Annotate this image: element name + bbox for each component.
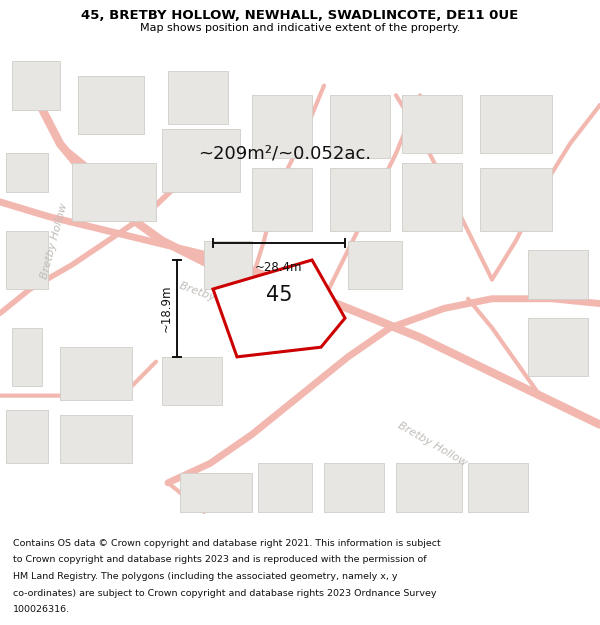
- Polygon shape: [162, 129, 240, 192]
- Polygon shape: [252, 168, 312, 231]
- Text: Bretby Hollow: Bretby Hollow: [396, 420, 468, 468]
- Text: 45: 45: [266, 285, 292, 305]
- Polygon shape: [180, 473, 252, 512]
- Polygon shape: [402, 95, 462, 153]
- Polygon shape: [528, 318, 588, 376]
- Text: to Crown copyright and database rights 2023 and is reproduced with the permissio: to Crown copyright and database rights 2…: [13, 556, 427, 564]
- Text: HM Land Registry. The polygons (including the associated geometry, namely x, y: HM Land Registry. The polygons (includin…: [13, 572, 398, 581]
- Text: 45, BRETBY HOLLOW, NEWHALL, SWADLINCOTE, DE11 0UE: 45, BRETBY HOLLOW, NEWHALL, SWADLINCOTE,…: [82, 9, 518, 22]
- Polygon shape: [213, 260, 345, 357]
- Text: 100026316.: 100026316.: [13, 606, 70, 614]
- Polygon shape: [258, 464, 312, 512]
- Polygon shape: [162, 357, 222, 405]
- Polygon shape: [480, 168, 552, 231]
- Polygon shape: [324, 464, 384, 512]
- Polygon shape: [6, 231, 48, 289]
- Text: Map shows position and indicative extent of the property.: Map shows position and indicative extent…: [140, 22, 460, 32]
- Polygon shape: [468, 464, 528, 512]
- Text: Contains OS data © Crown copyright and database right 2021. This information is : Contains OS data © Crown copyright and d…: [13, 539, 441, 548]
- Polygon shape: [78, 76, 144, 134]
- Polygon shape: [6, 153, 48, 192]
- Text: co-ordinates) are subject to Crown copyright and database rights 2023 Ordnance S: co-ordinates) are subject to Crown copyr…: [13, 589, 437, 598]
- Polygon shape: [480, 95, 552, 153]
- Polygon shape: [252, 95, 312, 158]
- Text: Bretby Hollow: Bretby Hollow: [39, 202, 69, 279]
- Polygon shape: [402, 163, 462, 231]
- Polygon shape: [330, 95, 390, 158]
- Text: Bretby Hollow: Bretby Hollow: [178, 281, 254, 317]
- Text: ~18.9m: ~18.9m: [160, 285, 173, 332]
- Polygon shape: [72, 163, 156, 221]
- Polygon shape: [6, 410, 48, 464]
- Text: ~209m²/~0.052ac.: ~209m²/~0.052ac.: [198, 144, 371, 162]
- Polygon shape: [528, 250, 588, 299]
- Polygon shape: [60, 415, 132, 464]
- Polygon shape: [330, 168, 390, 231]
- Polygon shape: [168, 71, 228, 124]
- Polygon shape: [396, 464, 462, 512]
- Polygon shape: [204, 241, 252, 289]
- Text: ~28.4m: ~28.4m: [255, 261, 303, 274]
- Polygon shape: [12, 61, 60, 110]
- Polygon shape: [60, 348, 132, 401]
- Polygon shape: [348, 241, 402, 289]
- Polygon shape: [12, 328, 42, 386]
